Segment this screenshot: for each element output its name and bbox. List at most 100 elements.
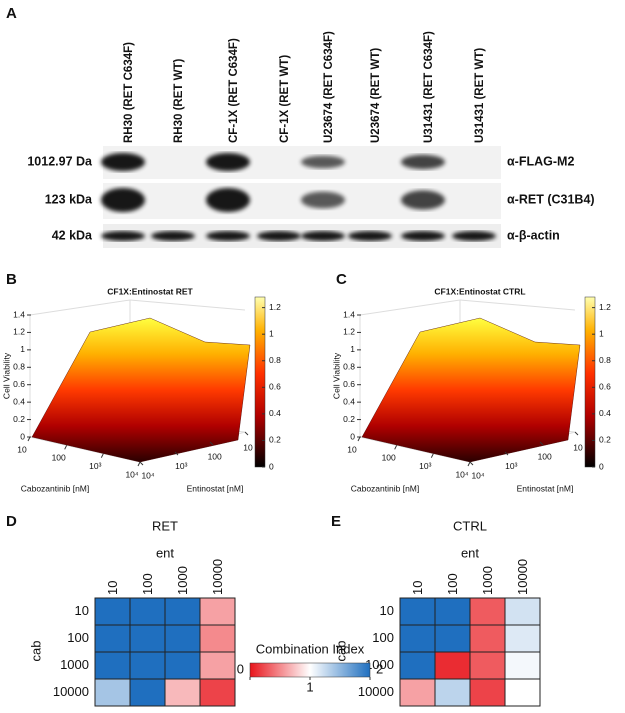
heatmap-cell — [399, 651, 436, 680]
colorbar-tick-label: 0.6 — [269, 382, 281, 392]
heatmap-cell — [199, 597, 236, 626]
x-tick — [64, 445, 68, 450]
z-tick-label: 0.6 — [343, 379, 355, 389]
x-tick — [27, 436, 31, 442]
panel-label: C — [336, 271, 347, 288]
x-axis-label: ent — [156, 545, 174, 560]
band — [301, 191, 345, 209]
column-label: 1000 — [175, 566, 190, 595]
colorbar-tick-label: 1 — [269, 328, 274, 338]
colorbar-tick-label: 0.2 — [269, 435, 281, 445]
band — [452, 231, 496, 241]
row-label: 1000 — [365, 657, 394, 672]
heatmap-cell — [199, 651, 236, 680]
x-tick-label: 10⁴ — [455, 469, 468, 479]
heatmap-cell — [504, 624, 541, 653]
lane-label: U31431 (RET WT) — [474, 48, 486, 143]
lane-label: RH30 (RET C634F) — [123, 42, 135, 143]
heatmap-cell — [129, 678, 166, 707]
western-blot — [101, 146, 501, 248]
z-tick-label: 0 — [350, 431, 355, 441]
colorbar-tick-label: 0 — [599, 461, 604, 471]
lane-label: CF-1X (RET C634F) — [228, 38, 240, 143]
heatmap-cell — [504, 651, 541, 680]
axis-box — [129, 299, 246, 311]
y-tick — [209, 441, 214, 446]
y-tick-label: 10 — [573, 442, 583, 452]
axis-box — [459, 299, 576, 311]
y-tick — [139, 461, 144, 466]
band — [206, 188, 250, 212]
colorbar — [584, 296, 596, 468]
z-tick-label: 0.2 — [343, 414, 355, 424]
heatmap-cell — [399, 624, 436, 653]
y-axis-label: cab — [333, 641, 348, 662]
colorbar-tick-label: 0 — [269, 461, 274, 471]
heatmap-cell — [434, 624, 471, 653]
y-tick-label: 100 — [538, 452, 552, 462]
column-label: 1000 — [480, 566, 495, 595]
plot-title: CF1X:Entinostat CTRL — [434, 286, 525, 296]
heatmap-cell — [399, 597, 436, 626]
row-label: 10 — [75, 603, 89, 618]
colorbar-tick-label: 0.2 — [599, 435, 611, 445]
band — [401, 154, 445, 170]
panel-label: B — [6, 271, 17, 288]
z-tick-label: 0.2 — [13, 414, 25, 424]
z-tick-label: 1.2 — [13, 327, 25, 337]
x-tick — [137, 461, 141, 467]
heatmap-cell — [129, 624, 166, 653]
lane-label: RH30 (RET WT) — [173, 59, 185, 144]
colorbar-tick-label: 0.8 — [269, 355, 281, 365]
plot-title: CF1X:Entinostat RET — [107, 286, 193, 296]
z-tick-label: 1.4 — [343, 309, 355, 319]
lane-label: U23674 (RET C634F) — [323, 31, 335, 143]
y-tick-label: 10 — [243, 442, 253, 452]
colorbar-tick-label: 1.2 — [269, 302, 281, 312]
z-tick-label: 0.6 — [13, 379, 25, 389]
molecular-weight: 1012.97 Da — [27, 154, 93, 168]
heatmap-cell — [94, 624, 131, 653]
band — [101, 188, 145, 212]
axis-box — [29, 299, 131, 316]
band — [206, 231, 250, 241]
band — [206, 153, 250, 171]
band — [301, 231, 345, 241]
heatmap-cell — [199, 624, 236, 653]
x-tick — [394, 445, 398, 450]
band — [101, 231, 145, 241]
column-label: 10 — [105, 581, 120, 595]
band — [151, 231, 195, 241]
heatmap-cell — [129, 597, 166, 626]
column-label: 100 — [140, 573, 155, 595]
heatmap-cell — [94, 678, 131, 707]
molecular-weight: 42 kDa — [52, 228, 93, 242]
heatmap-cell — [469, 678, 506, 707]
colorbar-tick-label: 1 — [599, 328, 604, 338]
colorbar-tick-label: 0.4 — [599, 408, 611, 418]
y-tick — [469, 461, 474, 466]
colorbar — [249, 662, 371, 678]
x-tick-label: 10 — [17, 444, 27, 454]
lane-label: U23674 (RET WT) — [370, 48, 382, 143]
heatmap-cell — [469, 624, 506, 653]
antibody-label: α-RET (C31B4) — [507, 192, 595, 206]
x-tick-label: 10⁴ — [125, 469, 138, 479]
band — [101, 153, 145, 171]
band — [401, 190, 445, 210]
heatmap-cell — [399, 678, 436, 707]
colorbar-tick-label: 1.2 — [599, 302, 611, 312]
column-label: 10 — [410, 581, 425, 595]
row-label: 10000 — [358, 684, 394, 699]
panel-label: D — [6, 513, 17, 530]
z-tick-label: 1.4 — [13, 309, 25, 319]
row-label: 10000 — [53, 684, 89, 699]
heatmap-cell — [129, 651, 166, 680]
y-tick-label: 10⁴ — [141, 470, 154, 480]
y-tick — [574, 431, 579, 436]
y-tick — [244, 431, 249, 436]
surface — [361, 317, 581, 463]
antibody-label: α-β-actin — [507, 228, 560, 242]
heatmap-cell — [504, 597, 541, 626]
